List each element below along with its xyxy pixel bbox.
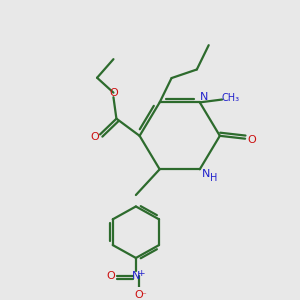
Text: O: O — [247, 135, 256, 145]
Text: O: O — [107, 271, 116, 281]
Text: N: N — [202, 169, 211, 178]
Text: O: O — [134, 290, 143, 300]
Text: +: + — [137, 268, 145, 278]
Text: CH₃: CH₃ — [221, 93, 239, 103]
Text: N: N — [132, 271, 140, 281]
Text: O: O — [90, 132, 99, 142]
Text: N: N — [200, 92, 208, 102]
Text: H: H — [210, 173, 218, 183]
Text: ⁻: ⁻ — [142, 291, 147, 300]
Text: O: O — [109, 88, 118, 98]
